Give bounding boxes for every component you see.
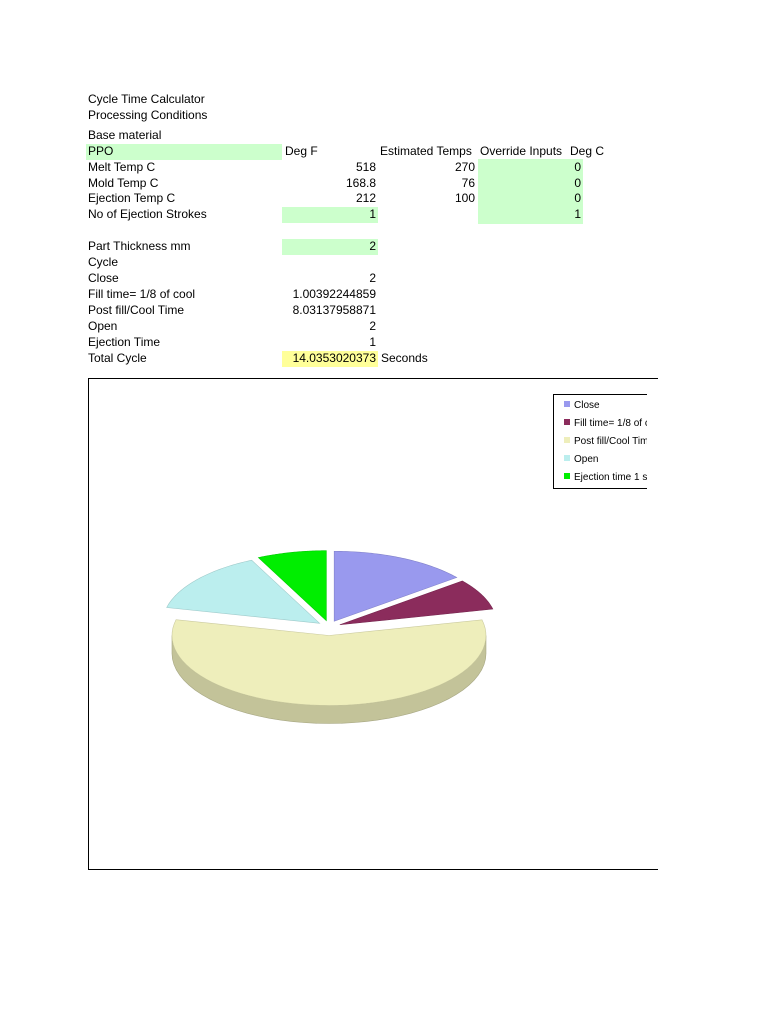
legend-swatch [564, 455, 570, 462]
chart-legend: Close Fill time= 1/8 of c Post fill/Cool… [553, 394, 647, 489]
legend-item: Fill time= 1/8 of c [564, 417, 647, 431]
cycle-row-label: Ejection Time [88, 335, 161, 349]
row-estimated: 100 [454, 191, 475, 205]
row-estimated: 76 [461, 176, 475, 190]
cycle-row-label: Post fill/Cool Time [88, 303, 185, 317]
row-estimated: 270 [454, 160, 475, 174]
col-deg-c-header: Deg C [570, 144, 605, 158]
pie-slice[interactable] [166, 559, 321, 624]
pie-slice[interactable] [333, 550, 458, 622]
sheet-title: Cycle Time Calculator [88, 92, 205, 106]
legend-swatch [564, 473, 570, 480]
row-override[interactable]: 0 [574, 176, 581, 190]
legend-swatch [564, 437, 570, 444]
legend-item: Ejection time 1 s [564, 471, 647, 485]
row-deg-f: 518 [355, 160, 376, 174]
part-thickness-label: Part Thickness mm [88, 239, 191, 253]
legend-label: Fill time= 1/8 of c [574, 418, 647, 429]
legend-label: Post fill/Cool Tim [574, 436, 647, 447]
total-cycle-highlight [282, 351, 378, 367]
legend-label: Ejection time 1 s [574, 472, 647, 483]
row-override[interactable]: 0 [574, 191, 581, 205]
pie-slice-top[interactable] [257, 550, 327, 622]
material-cell-highlight[interactable] [86, 144, 282, 160]
pie-slice[interactable] [339, 580, 494, 626]
cycle-row-value: 1.00392244859 [292, 287, 376, 301]
legend-item: Open [564, 453, 598, 467]
row-label: Mold Temp C [88, 176, 159, 190]
legend-item: Close [564, 399, 600, 413]
row-estimated [380, 206, 475, 222]
cycle-row-value: 8.03137958871 [292, 303, 376, 317]
part-thickness-highlight[interactable] [282, 239, 378, 255]
pie-slice[interactable] [171, 619, 487, 724]
total-cycle-value: 14.0353020373 [292, 351, 376, 365]
pie-slice-top[interactable] [333, 550, 458, 622]
row-deg-f: 168.8 [345, 176, 376, 190]
pie-slice[interactable] [257, 550, 327, 622]
ejection-strokes-highlight[interactable] [282, 207, 378, 223]
legend-label: Open [574, 454, 599, 465]
legend-item: Post fill/Cool Tim [564, 435, 647, 449]
part-thickness-value[interactable]: 2 [369, 239, 376, 253]
override-inputs-highlight[interactable] [478, 159, 583, 224]
pie-chart-svg [166, 550, 494, 724]
cycle-row-label: Fill time= 1/8 of cool [88, 287, 196, 301]
row-label: Melt Temp C [88, 160, 156, 174]
pie-slice-top[interactable] [339, 580, 494, 626]
base-material-label: Base material [88, 128, 162, 142]
row-override[interactable]: 0 [574, 160, 581, 174]
cycle-row-label: Open [88, 319, 118, 333]
material-value[interactable]: PPO [88, 144, 114, 158]
col-override-header: Override Inputs [480, 144, 563, 158]
cycle-row-value: 2 [369, 271, 376, 285]
pie-slice-top[interactable] [166, 559, 321, 624]
row-label: Ejection Temp C [88, 191, 176, 205]
cycle-row-label: Close [88, 271, 119, 285]
row-override[interactable]: 1 [574, 207, 581, 221]
total-cycle-unit: Seconds [381, 351, 428, 365]
col-deg-f-header: Deg F [285, 144, 318, 158]
row-label: No of Ejection Strokes [88, 207, 207, 221]
sheet-subtitle: Processing Conditions [88, 108, 208, 122]
col-estimated-header: Estimated Temps [380, 144, 472, 158]
legend-swatch [564, 419, 570, 426]
legend-swatch [564, 401, 570, 408]
cycle-row-value: 1 [369, 335, 376, 349]
cycle-row-value: 2 [369, 319, 376, 333]
legend-label: Close [574, 400, 600, 411]
pie-chart[interactable]: Close Fill time= 1/8 of c Post fill/Cool… [88, 378, 647, 871]
pie-slice-top[interactable] [171, 619, 487, 706]
cycle-label: Cycle [88, 255, 119, 269]
row-deg-f[interactable]: 1 [369, 207, 376, 221]
row-deg-f: 212 [355, 191, 376, 205]
total-cycle-label: Total Cycle [88, 351, 147, 365]
